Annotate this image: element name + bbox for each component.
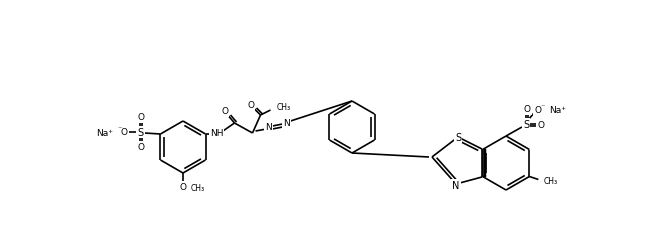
Text: NH: NH bbox=[210, 129, 223, 138]
Text: O: O bbox=[121, 128, 128, 137]
Text: O: O bbox=[138, 143, 145, 152]
Text: O: O bbox=[138, 113, 145, 122]
Text: S: S bbox=[137, 128, 143, 138]
Text: O: O bbox=[180, 183, 186, 192]
Text: ⁻: ⁻ bbox=[117, 124, 122, 133]
Text: O: O bbox=[537, 121, 545, 130]
Text: N: N bbox=[265, 123, 272, 132]
Text: S: S bbox=[523, 120, 529, 130]
Text: O: O bbox=[535, 106, 541, 115]
Text: CH₃: CH₃ bbox=[276, 103, 291, 112]
Text: Na⁺: Na⁺ bbox=[96, 129, 113, 138]
Text: CH₃: CH₃ bbox=[543, 176, 557, 185]
Text: Na⁺: Na⁺ bbox=[549, 106, 566, 115]
Text: ⁻: ⁻ bbox=[541, 102, 545, 111]
Text: N: N bbox=[452, 180, 459, 190]
Text: O: O bbox=[524, 105, 531, 114]
Text: CH₃: CH₃ bbox=[191, 184, 205, 193]
Text: O: O bbox=[247, 101, 254, 110]
Text: N: N bbox=[283, 119, 290, 128]
Text: S: S bbox=[455, 132, 461, 142]
Text: O: O bbox=[221, 107, 228, 116]
